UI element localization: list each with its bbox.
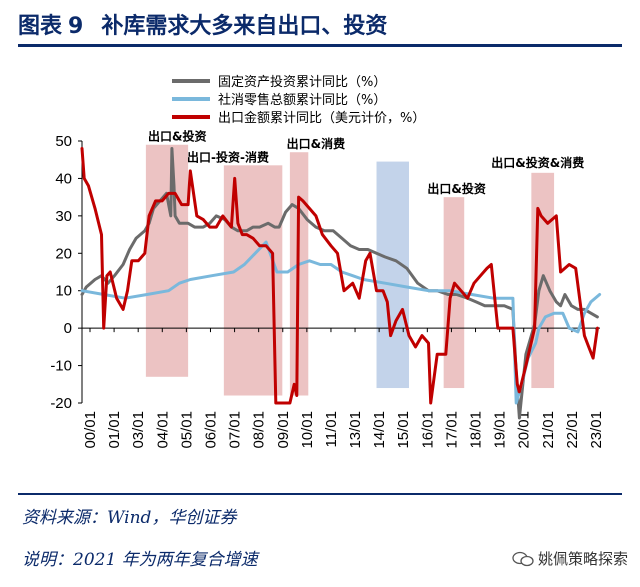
highlight-band-0	[145, 144, 189, 377]
annotation-label-1: 出口-投资-消费	[187, 149, 269, 164]
watermark-text: 姚佩策略探索	[537, 550, 628, 568]
x-tick-label: 22/01	[564, 411, 581, 449]
highlight-band-3	[376, 161, 409, 389]
y-tick-label: -10	[50, 358, 72, 375]
x-tick-label: 08/01	[251, 411, 268, 449]
x-tick-label: 00/01	[82, 411, 99, 449]
x-tick-label: 07/01	[227, 411, 244, 449]
x-tick-label: 04/01	[154, 411, 171, 449]
title-divider	[18, 44, 622, 47]
y-tick-label: 20	[55, 245, 72, 262]
annotation-label-3: 出口&投资	[427, 181, 485, 196]
x-tick-label: 15/01	[395, 411, 412, 449]
x-tick-label: 23/01	[588, 411, 605, 449]
explanation-note: 说明：2021 年为两年复合增速	[22, 550, 258, 570]
y-tick-label: 40	[55, 170, 72, 187]
x-tick-label: 09/01	[275, 411, 292, 449]
annotation-label-0: 出口&投资	[148, 129, 206, 144]
x-tick-label: 17/01	[443, 411, 460, 449]
x-tick-label: 14/01	[371, 411, 388, 449]
title-text: 补库需求大多来自出口、投资	[101, 14, 388, 39]
x-tick-label: 19/01	[492, 411, 509, 449]
footer-divider	[18, 493, 622, 495]
series-line-2	[80, 147, 599, 405]
x-tick-label: 11/01	[323, 411, 340, 447]
annotation-label-2: 出口&消费	[287, 136, 345, 151]
source-note: 资料来源：Wind，华创证券	[22, 508, 237, 528]
chart-title: 图表 9 补库需求大多来自出口、投资	[18, 8, 387, 40]
x-tick-label: 01/01	[106, 411, 123, 449]
y-tick-label: -20	[50, 395, 72, 412]
legend-label-0: 固定资产投资累计同比（%）	[218, 74, 386, 90]
y-tick-label: 0	[64, 320, 72, 337]
annotation-label-4: 出口&投资&消费	[491, 155, 584, 170]
legend-label-1: 社消零售总额累计同比（%）	[218, 92, 386, 108]
y-tick-label: 30	[55, 208, 72, 225]
line-chart: -20 -10 0 10 20 30 40 50 00/01 01/01 03/01 04/01 05/…	[50, 74, 605, 449]
x-tick-label: 16/01	[419, 411, 436, 449]
x-tick-label: 18/01	[468, 411, 485, 449]
x-tick-label: 10/01	[299, 411, 316, 449]
title-prefix: 图表	[18, 14, 63, 39]
x-tick-label: 21/01	[540, 411, 557, 449]
watermark: 姚佩策略探索	[512, 548, 628, 569]
y-tick-label: 50	[55, 133, 72, 150]
x-tick-label: 05/01	[178, 411, 195, 449]
wechat-icon	[512, 551, 534, 566]
y-tick-label: 10	[55, 283, 72, 300]
legend-label-2: 出口金额累计同比（美元计价，%）	[218, 110, 425, 126]
x-tick-label: 03/01	[130, 411, 147, 449]
x-tick-label: 06/01	[202, 411, 219, 449]
title-number: 9	[68, 14, 84, 39]
x-tick-label: 20/01	[516, 411, 533, 449]
x-tick-label: 13/01	[347, 411, 364, 449]
